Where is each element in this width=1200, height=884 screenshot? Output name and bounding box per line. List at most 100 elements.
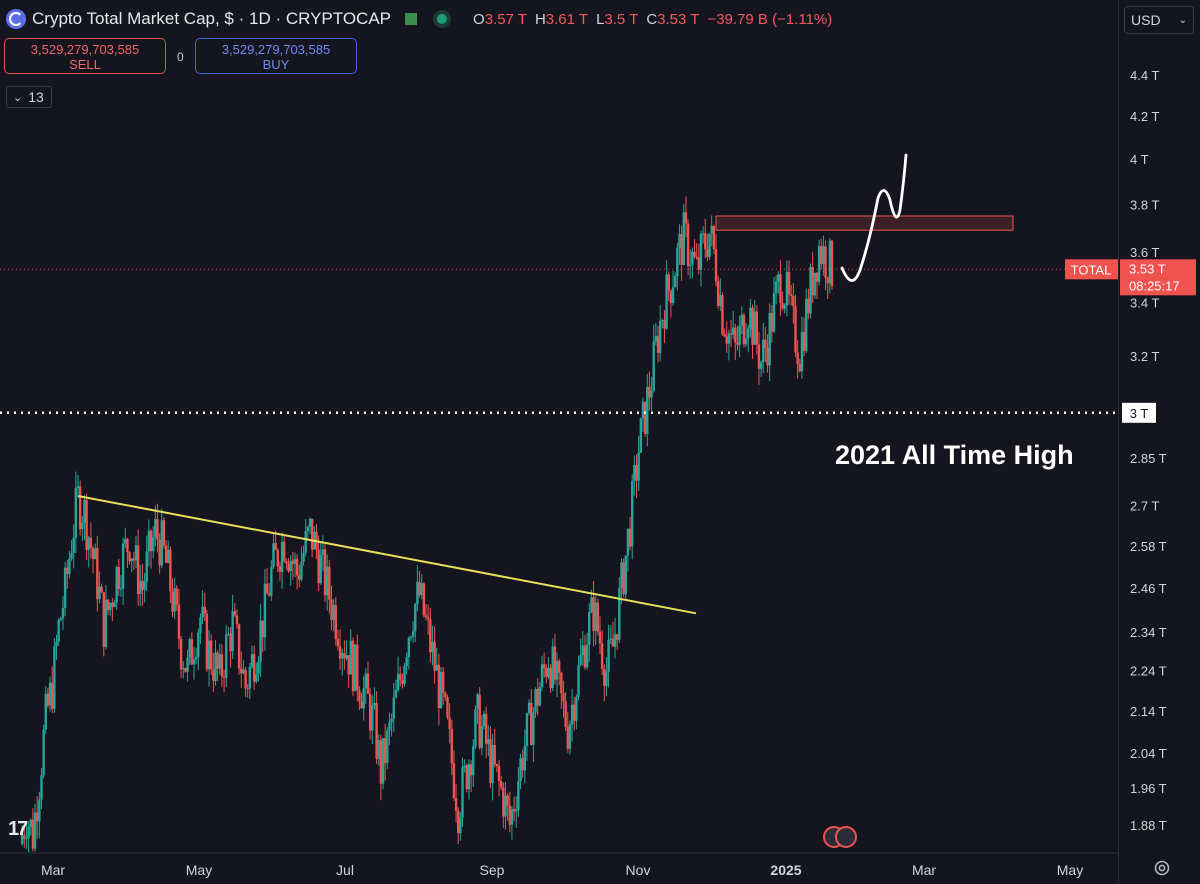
candle-body — [515, 809, 518, 812]
candle-body — [96, 548, 99, 600]
candle-body — [381, 738, 385, 784]
y-tick-label: 2.14 T — [1130, 704, 1167, 719]
candle-body — [714, 248, 718, 282]
candle-body — [405, 657, 408, 667]
candle-body — [267, 593, 271, 596]
candle-body — [304, 531, 307, 553]
candle-body — [656, 335, 660, 353]
candle-body — [358, 690, 361, 702]
x-tick-label: Jul — [336, 862, 354, 878]
candle-body — [220, 654, 224, 677]
candle-body — [615, 634, 619, 640]
candle-body — [800, 331, 804, 372]
candle-body — [115, 567, 118, 603]
candle-body — [454, 798, 458, 811]
candle-body — [192, 659, 196, 665]
candle-body — [789, 294, 793, 296]
ohlc-change: −39.79 B (−1.11%) — [707, 10, 833, 28]
candle-body — [751, 307, 754, 345]
buy-button[interactable]: 3,529,279,703,585 BUY — [195, 38, 357, 74]
candle-body — [729, 333, 733, 335]
candle-body — [813, 272, 817, 296]
trendline — [77, 495, 697, 615]
tradingview-logo-icon[interactable]: 17 — [8, 818, 28, 840]
candle-body — [78, 486, 82, 530]
candle-body — [613, 634, 617, 647]
candle-body — [205, 613, 209, 670]
y-tick-label: 2.7 T — [1130, 499, 1159, 514]
candle-body — [128, 552, 131, 562]
candle-body — [691, 251, 694, 265]
settings-gear-icon[interactable] — [1152, 858, 1172, 878]
candle-body — [499, 781, 503, 788]
candle-body — [341, 652, 344, 659]
resistance-zone — [715, 215, 1014, 231]
candle-body — [368, 693, 372, 731]
candle-body — [257, 661, 260, 674]
candle-body — [401, 680, 404, 685]
ohlc-values: O3.57 T H3.61 T L3.5 T C3.53 T −39.79 B … — [473, 11, 832, 28]
candle-body — [343, 652, 346, 659]
candle-body — [712, 225, 716, 249]
candle-body — [102, 592, 105, 647]
currency-select[interactable]: USD ⌄ — [1124, 6, 1194, 34]
y-tick-label: 2.04 T — [1130, 746, 1167, 761]
candle-body — [590, 597, 593, 613]
candle-body — [742, 314, 746, 345]
candle-body — [59, 618, 63, 621]
candle-body — [667, 274, 670, 291]
candle-body — [607, 639, 610, 672]
y-tick-label: 2.46 T — [1130, 581, 1167, 596]
candle-body — [57, 620, 60, 642]
candle-body — [418, 582, 421, 595]
candle-body — [538, 687, 542, 706]
candle-body — [648, 386, 651, 398]
market-status-icon[interactable] — [437, 14, 448, 24]
candle-body — [272, 543, 275, 567]
symbol-title[interactable]: Crypto Total Market Cap, $ · 1D · CRYPTO… — [32, 9, 392, 28]
candle-body — [549, 667, 552, 689]
candle-body — [177, 604, 181, 639]
price-axis[interactable]: 4.4 T 4.2 T 4 T 3.8 T 3.6 T 3.4 T 3.2 T 2.85 T 2… — [1065, 68, 1196, 833]
candle-body — [323, 549, 327, 596]
candles — [20, 196, 834, 853]
candle-body — [506, 795, 509, 806]
candle-body — [577, 664, 580, 698]
candle-body — [628, 528, 632, 547]
candle-body — [104, 599, 108, 647]
candle-body — [44, 693, 47, 730]
candle-body — [704, 233, 707, 250]
candle-body — [306, 527, 310, 532]
candle-body — [429, 619, 432, 653]
candle-body — [156, 519, 159, 540]
candle-body — [435, 664, 438, 671]
x-tick-label: Sep — [480, 862, 505, 878]
candle-body — [76, 486, 80, 488]
candle-body — [557, 660, 561, 673]
candle-body — [611, 638, 615, 647]
candle-body — [545, 668, 548, 677]
candle-body — [199, 617, 202, 633]
candle-body — [676, 247, 679, 277]
y-tick-label: 3.8 T — [1130, 197, 1159, 212]
candle-body — [802, 331, 806, 351]
candle-body — [173, 588, 176, 612]
candle-body — [618, 588, 621, 640]
indicators-toggle[interactable]: ⌄ 13 — [6, 86, 52, 108]
time-axis[interactable]: Mar May Jul Sep Nov 2025 Mar May — [0, 852, 1118, 878]
candle-body — [259, 620, 262, 662]
cryptocap-logo-icon — [6, 9, 26, 29]
candle-body — [25, 838, 28, 840]
candle-body — [240, 668, 243, 674]
candle-body — [547, 667, 550, 677]
candle-body — [624, 555, 627, 595]
candle-body — [489, 739, 492, 784]
candle-body — [403, 666, 406, 685]
candle-body — [725, 336, 728, 344]
candle-body — [276, 550, 279, 567]
sell-button[interactable]: 3,529,279,703,585 SELL — [4, 38, 166, 74]
candle-body — [508, 805, 511, 825]
candle-body — [162, 520, 166, 546]
candle-body — [416, 582, 419, 605]
